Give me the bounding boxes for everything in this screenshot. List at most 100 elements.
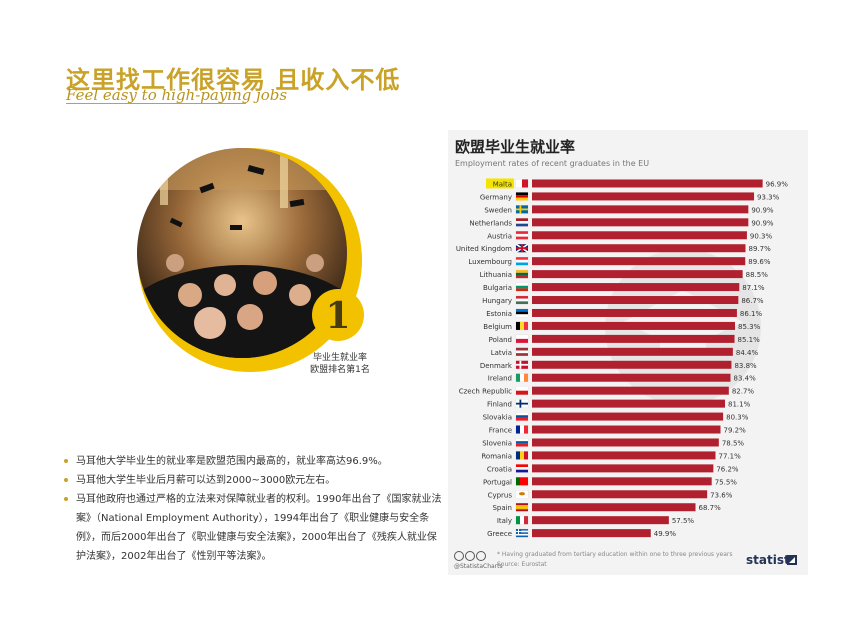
value-label: 85.1%: [738, 336, 761, 344]
chart-row: Austria 90.3%: [487, 231, 772, 240]
flag-icon: [515, 451, 529, 460]
flag-icon: [515, 386, 529, 395]
flag-stripe: [516, 464, 528, 468]
flag-icon: [515, 295, 529, 305]
flag-stripe: [516, 262, 528, 266]
flag-stripe: [520, 425, 524, 434]
category-label: Sweden: [484, 206, 512, 214]
chart-row: Sweden 90.9%: [484, 205, 774, 214]
flag-icon: [515, 334, 529, 344]
flag-stripe: [524, 373, 528, 382]
page-title-en: Feel easy to high-paying jobs: [66, 86, 288, 104]
flag-stripe: [516, 532, 528, 534]
bar: [532, 373, 731, 382]
chart-row: Germany 93.3%: [480, 192, 780, 201]
value-label: 83.4%: [733, 375, 756, 383]
flag-stripe: [520, 321, 524, 330]
flag-stripe: [516, 412, 528, 416]
rank-badge: [312, 289, 364, 341]
flag-stripe: [516, 321, 520, 330]
bar: [532, 179, 763, 188]
nd-icon: [476, 551, 486, 561]
value-label: 57.5%: [672, 517, 695, 525]
flag-canton-cross: [516, 531, 521, 533]
category-label: France: [489, 427, 512, 435]
flag-stripe: [516, 334, 528, 339]
flag-icon: [515, 192, 529, 201]
flag-icon: [515, 399, 529, 408]
value-label: 90.9%: [751, 219, 774, 227]
bar: [532, 347, 733, 356]
category-label: Spain: [492, 504, 512, 512]
category-label: Estonia: [486, 310, 512, 318]
flag-cross-h: [516, 363, 528, 366]
flag-icon: [515, 282, 529, 292]
flag-stripe: [524, 451, 528, 460]
flag-stripe: [516, 535, 528, 538]
chart-row: Denmark 83.8%: [480, 360, 757, 370]
flag-stripe: [516, 438, 528, 442]
value-label: 76.2%: [716, 465, 739, 473]
flag-stripe: [520, 373, 524, 382]
flag-stripe: [520, 477, 524, 486]
value-label: 82.7%: [732, 388, 755, 396]
category-label: Italy: [497, 517, 512, 525]
flag-stripe: [520, 516, 524, 525]
value-label: 84.4%: [736, 349, 759, 357]
value-label: 68.7%: [699, 504, 722, 512]
chart-row: France 79.2%: [489, 425, 746, 435]
flag-stripe: [516, 441, 528, 444]
bar: [532, 360, 732, 369]
flag-stripe: [516, 272, 528, 276]
value-label: 81.1%: [728, 401, 751, 409]
employment-rate-chart: Malta 96.9%Germany 93.3%Sweden 90.9%Netherl…: [456, 178, 788, 538]
category-label: Ireland: [488, 375, 512, 383]
flag-stripe: [516, 288, 528, 292]
category-label: Slovakia: [483, 414, 512, 422]
bullet-item: 马耳他政府也通过严格的立法来对保障就业者的权利。1990年出台了《国家就业法案》…: [62, 490, 442, 566]
flag-stripe: [516, 195, 528, 198]
chart-row: Italy 57.5%: [497, 515, 695, 525]
flag-icon: [515, 503, 529, 512]
page-title-cn: 这里找工作很容易 且收入不低: [66, 66, 401, 94]
category-label: Hungary: [482, 297, 512, 305]
flag-stripe: [516, 314, 528, 317]
value-label: 77.1%: [718, 452, 741, 460]
value-label: 49.9%: [654, 530, 677, 538]
flag-stripe: [516, 533, 528, 536]
bullet-list: 马耳他大学毕业生的就业率是欧盟范围内最高的，就业率高达96.9%。 马耳他大学生…: [62, 452, 442, 566]
value-label: 83.8%: [734, 362, 757, 370]
bar: [532, 425, 721, 434]
bar: [532, 477, 712, 486]
flag-stripe: [516, 347, 528, 351]
chart-title: 欧盟毕业生就业率: [455, 138, 576, 156]
category-label: Czech Republic: [459, 388, 512, 396]
chart-subtitle: Employment rates of recent graduates in …: [455, 159, 650, 168]
value-label: 80.3%: [726, 414, 749, 422]
flag-stripe: [516, 192, 528, 196]
bar: [532, 334, 735, 343]
flag-icon: [515, 321, 529, 331]
chart-row: Belgium 85.3%: [483, 321, 761, 331]
flag-cross-h: [516, 247, 528, 250]
statista-logo: statista: [746, 553, 798, 567]
flag-stripe: [516, 443, 528, 447]
bar: [532, 218, 749, 227]
category-label: Lithuania: [480, 271, 512, 279]
license-icons: [454, 551, 486, 561]
chart-row: Malta 96.9%: [486, 178, 788, 189]
flag-stripe: [516, 425, 520, 434]
flag-stripe: [516, 477, 520, 486]
bar: [532, 386, 729, 395]
chart-row: Cyprus 73.6%: [488, 490, 733, 499]
flag-stripe: [516, 373, 520, 382]
flag-icon: [515, 438, 529, 447]
chart-row: Netherlands 90.9%: [469, 218, 774, 227]
chart-row: Czech Republic 82.7%: [459, 386, 755, 396]
rank-caption-line-1: 毕业生就业率: [312, 353, 367, 363]
chart-row: Croatia 76.2%: [487, 464, 739, 473]
flag-stripe: [516, 257, 528, 260]
category-label: Greece: [487, 530, 512, 538]
flag-stripe: [516, 503, 528, 506]
bar: [532, 399, 726, 408]
